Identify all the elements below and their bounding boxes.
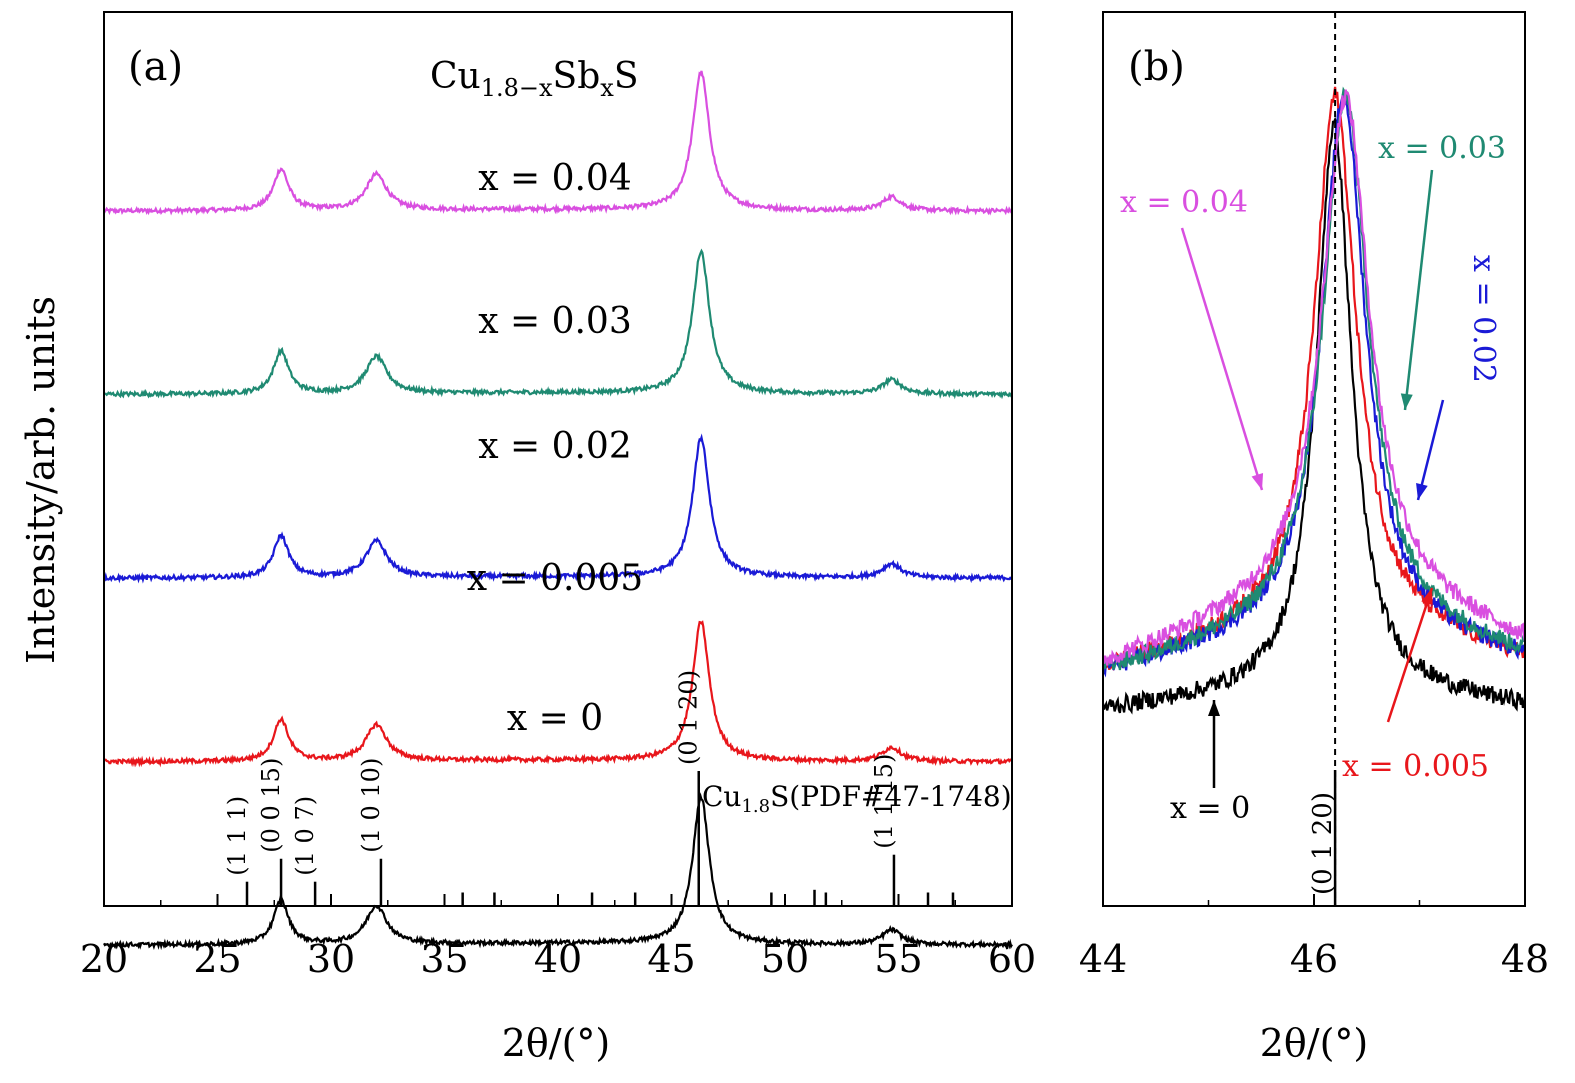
annotation-arrow (1386, 587, 1434, 723)
panel-b: (0 1 20) 44 46 48 (b) x = 0.04x = 0.03x = … (1079, 11, 1549, 1065)
x-tick-label: 20 (80, 937, 128, 981)
panel-b-traces (1103, 86, 1525, 715)
x-tick-label: 44 (1079, 937, 1127, 981)
panel-b-label: (b) (1128, 44, 1185, 90)
series-annotation: x = 0.04 (1120, 185, 1248, 220)
series-annotation: x = 0.005 (1342, 749, 1489, 784)
x-tick-label: 35 (420, 937, 468, 981)
annotation-arrowhead (1208, 700, 1220, 716)
panel-a-title: Cu1.8−xSbxS (430, 56, 638, 102)
annotation-arrowhead (1421, 588, 1433, 606)
x-tick-label: 60 (988, 937, 1036, 981)
panel-b-annotations: x = 0.04 x = 0.03 x = 0.02 x = 0.005 x = 0 (1120, 131, 1506, 826)
x-tick-label: 46 (1290, 937, 1338, 981)
hkl-label: (1 1 1) (223, 796, 251, 876)
x-tick-label: 30 (307, 937, 355, 981)
annotation-arrowhead (1400, 393, 1413, 410)
panel-a-frame (103, 11, 1013, 907)
panel-a-traces (103, 70, 1013, 951)
reference-label: Cu1.8S(PDF#47-1748) (702, 780, 1012, 817)
series-line (1103, 86, 1525, 674)
panel-a-label: (a) (128, 44, 183, 90)
x-tick-label: 45 (647, 937, 695, 981)
series-label: x = 0.005 (467, 558, 643, 599)
panel-b-reference: (0 1 20) (1308, 12, 1338, 906)
panel-b-frame (1102, 11, 1526, 907)
x-tick-label: 48 (1501, 937, 1549, 981)
annotation-arrow (1403, 169, 1434, 411)
series-line (103, 248, 1013, 400)
hkl-label: (1 0 10) (357, 758, 385, 853)
series-label: x = 0.02 (478, 426, 632, 467)
series-label: x = 0 (507, 698, 603, 739)
panel-a-xlabel: 2θ/(°) (502, 1021, 611, 1065)
series-label: x = 0.03 (478, 301, 632, 342)
series-line (103, 792, 1013, 951)
hkl-label: (0 1 20) (1308, 792, 1338, 895)
series-annotation: x = 0 (1170, 791, 1250, 826)
panel-a-series-labels: x = 0.04 x = 0.03 x = 0.02 x = 0.005 x = 0 (467, 158, 643, 739)
series-label: x = 0.04 (478, 158, 632, 199)
series-line (103, 70, 1013, 216)
hkl-label: (0 1 20) (675, 670, 703, 765)
panel-a-x-ticks: 20 25 30 35 40 45 50 55 60 (80, 894, 1036, 981)
series-line (103, 620, 1013, 768)
series-annotation: x = 0.03 (1378, 131, 1506, 166)
panel-b-xlabel: 2θ/(°) (1260, 1021, 1369, 1065)
annotation-arrowhead (1251, 472, 1264, 490)
series-line (1103, 89, 1525, 666)
panel-a-reference-sticks: (1 1 1) (0 0 15) (1 0 7) (1 0 10) (0 1 20) (1… (223, 670, 955, 906)
x-tick-label: 55 (874, 937, 922, 981)
hkl-label: (1 1 15) (870, 754, 898, 849)
panel-a-ylabel: Intensity/arb. units (19, 296, 63, 664)
series-annotation: x = 0.02 (1466, 255, 1501, 383)
annotation-arrowhead (1416, 483, 1428, 500)
panel-a: (1 1 1) (0 0 15) (1 0 7) (1 0 10) (0 1 20) (1… (19, 11, 1036, 1065)
annotation-arrow (1416, 399, 1445, 501)
series-line (103, 433, 1013, 584)
x-tick-label: 25 (193, 937, 241, 981)
x-tick-label: 40 (534, 937, 582, 981)
panel-b-x-ticks: 44 46 48 (1079, 894, 1549, 981)
annotation-arrow (1180, 227, 1264, 491)
x-tick-label: 50 (761, 937, 809, 981)
hkl-label: (1 0 7) (291, 796, 319, 876)
hkl-label: (0 0 15) (257, 758, 285, 853)
